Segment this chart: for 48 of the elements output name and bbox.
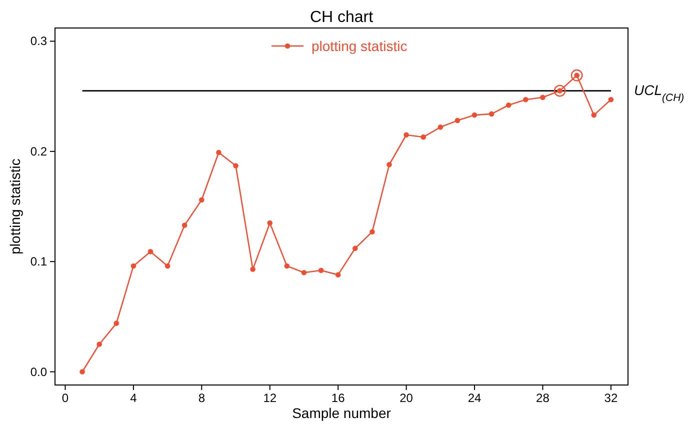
x-tick-label: 0: [62, 391, 69, 405]
x-tick-label: 8: [198, 391, 206, 405]
x-tick-label: 20: [400, 391, 414, 405]
point: [404, 132, 409, 138]
y-tick-label: 0.2: [30, 144, 48, 158]
point: [267, 220, 273, 226]
point: [352, 246, 358, 252]
point: [284, 263, 290, 269]
point: [506, 102, 512, 108]
point: [472, 112, 478, 118]
point: [523, 96, 528, 102]
point: [420, 134, 426, 140]
y-tick-label: 0.3: [30, 34, 48, 48]
legend-label: plotting statistic: [312, 38, 408, 54]
x-tick-label: 28: [536, 391, 550, 405]
x-axis-title: Sample number: [292, 405, 392, 421]
point: [80, 369, 85, 374]
point: [370, 229, 375, 234]
x-tick-label: 24: [468, 391, 482, 405]
point: [454, 118, 460, 124]
y-axis-title: plotting statistic: [7, 158, 23, 254]
x-tick-label: 16: [331, 391, 346, 405]
point: [438, 124, 444, 130]
point: [318, 268, 324, 274]
x-tick-label: 12: [263, 391, 277, 405]
ref-line-label: UCL$_{(CH)}$: [634, 82, 684, 104]
point: [164, 263, 170, 269]
chart-title: CH chart: [310, 9, 374, 26]
point: [301, 270, 307, 276]
point: [96, 342, 102, 347]
x-tick-label: 32: [604, 391, 618, 405]
point: [199, 197, 204, 203]
point: [488, 111, 494, 117]
point: [540, 94, 546, 100]
point: [250, 266, 256, 272]
y-tick-label: 0.1: [30, 254, 48, 269]
point: [130, 263, 136, 269]
point: [386, 162, 392, 168]
point: [216, 150, 222, 156]
x-tick-label: 4: [130, 391, 138, 405]
point: [608, 96, 614, 102]
point: [591, 112, 597, 118]
point: [148, 249, 154, 254]
y-tick-label: 0.0: [30, 364, 48, 379]
point: [335, 272, 341, 278]
point: [233, 163, 238, 168]
point: [182, 222, 188, 228]
point: [114, 320, 120, 326]
